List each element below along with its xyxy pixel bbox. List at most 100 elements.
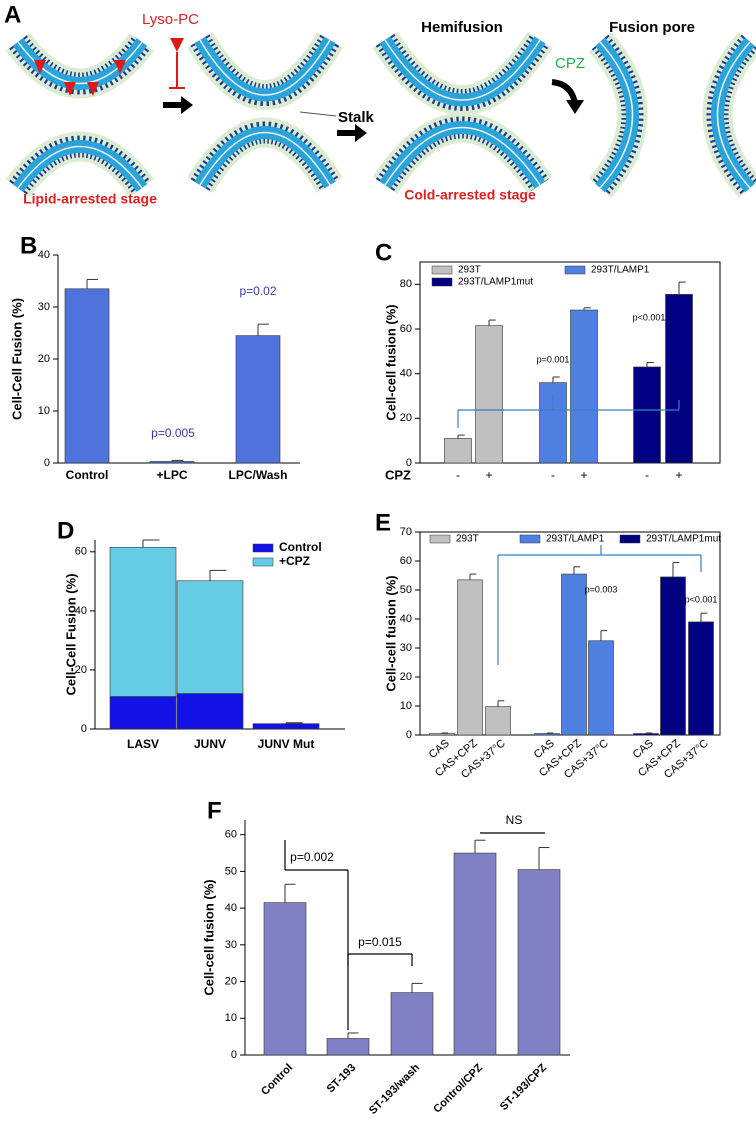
panel-letter: F: [207, 797, 222, 824]
label: CPZ: [555, 55, 585, 72]
bar: [485, 706, 511, 736]
bar: [453, 852, 497, 1056]
bar: [633, 733, 659, 736]
chart: C 0 20 40 60 80 Cell-cell fusion (%) CPZ - + - + - +2…: [375, 239, 721, 482]
y-tick-label: 0: [231, 1049, 237, 1061]
bar: [588, 640, 614, 736]
panel-letter: D: [57, 517, 74, 544]
chart: B 0 10 20 30 40 Cell-Cell Fusion (%) Control +LP…: [9, 232, 300, 482]
y-tick-label: 0: [81, 723, 87, 735]
bar: [660, 576, 686, 736]
bar: [109, 696, 177, 730]
x-tick-label: JUNV: [194, 737, 226, 751]
x-tick-label: -: [456, 468, 460, 482]
y-tick-label: 30: [400, 642, 412, 654]
lipid-triangle: [64, 82, 76, 96]
y-tick-label: 40: [75, 605, 87, 617]
y-tick-label: 50: [225, 865, 237, 877]
label: Fusion pore: [609, 19, 695, 36]
y-tick-label: 30: [38, 301, 50, 313]
x-tick-label: Control: [259, 1062, 295, 1098]
membrane-mid: [17, 145, 143, 189]
bar: [539, 382, 567, 464]
legend-label: 293T: [456, 534, 479, 545]
annotation: p=0.015: [358, 935, 402, 949]
y-tick-label: 60: [400, 555, 412, 567]
bar: [534, 733, 560, 736]
y-tick-label: 10: [225, 1012, 237, 1024]
bar: [390, 992, 434, 1056]
legend-label: 293T/LAMP1: [591, 265, 650, 276]
membrane-mid: [17, 41, 143, 85]
y-tick-label: 40: [400, 613, 412, 625]
y-tick-label: 60: [75, 546, 87, 558]
bar: [64, 288, 110, 464]
y-tick-label: 0: [406, 729, 412, 741]
y-tick-label: 80: [400, 278, 412, 290]
legend-swatch: [564, 265, 586, 275]
bar: [149, 461, 195, 464]
y-tick-label: 40: [400, 368, 412, 380]
bar: [176, 580, 244, 694]
arrow: [163, 96, 193, 114]
y-tick-label: 20: [400, 412, 412, 424]
annotation: p<0.001: [685, 594, 718, 604]
annotation: p=0.02: [239, 284, 276, 298]
x-tick-label: ST-193/CPZ: [498, 1061, 549, 1112]
stalk-pointer: [299, 111, 337, 117]
bar: [633, 366, 661, 464]
y-tick-label: 40: [225, 902, 237, 914]
y-tick-label: 50: [400, 584, 412, 596]
y-tick-label: 30: [225, 939, 237, 951]
legend-swatch: [252, 543, 274, 553]
x-axis-label: CPZ: [385, 467, 411, 482]
legend-label: 293T/LAMP1mut: [646, 534, 721, 545]
y-tick-label: 10: [400, 700, 412, 712]
panel-letter: E: [375, 509, 391, 536]
legend-label: Control: [279, 540, 322, 554]
bar: [570, 309, 598, 464]
plot-frame: [419, 261, 721, 464]
x-tick-label: LPC/Wash: [229, 468, 288, 482]
membrane-mid: [716, 41, 751, 189]
y-tick-label: 40: [38, 249, 50, 261]
lipid-triangle: [34, 60, 46, 74]
bar: [561, 573, 587, 736]
legend-label: 293T/LAMP1mut: [458, 277, 533, 288]
chart: D 0 20 40 60 Cell-Cell Fusion (%) LASV JUNV JUNV…: [57, 517, 345, 751]
bar: [457, 579, 483, 736]
membrane-mid: [384, 39, 541, 101]
x-tick-label: +: [580, 468, 587, 482]
bar: [252, 723, 320, 730]
x-tick-label: JUNV Mut: [258, 737, 315, 751]
x-tick-label: +: [485, 468, 492, 482]
x-tick-label: -: [645, 468, 649, 482]
chart: F 0 10 20 30 40 50 60 Cell-cell fusion (%) Contro…: [201, 797, 570, 1117]
lipid-triangle: [114, 60, 126, 74]
y-axis-label: Cell-cell fusion (%): [383, 575, 398, 691]
y-tick-label: 20: [75, 664, 87, 676]
legend-swatch: [619, 534, 641, 544]
bar: [444, 438, 472, 464]
y-axis-label: Cell-cell fusion (%): [201, 879, 216, 995]
y-tick-label: 60: [225, 829, 237, 841]
y-tick-label: 20: [400, 671, 412, 683]
annotation: p=0.003: [585, 584, 618, 594]
annotation: p=0.001: [537, 354, 570, 364]
panel-letter: C: [375, 239, 392, 266]
bar: [665, 294, 693, 464]
bar: [235, 335, 281, 464]
x-tick-label: Control: [66, 468, 109, 482]
y-tick-label: 20: [225, 975, 237, 987]
legend-swatch: [519, 534, 541, 544]
legend-label: 293T: [458, 265, 481, 276]
label: Lyso-PC: [142, 11, 199, 28]
x-tick-label: ST-193/wash: [367, 1062, 422, 1117]
bar: [326, 1038, 370, 1056]
annotation: p<0.001: [633, 312, 666, 322]
label: Hemifusion: [421, 19, 503, 36]
y-tick-label: 0: [406, 457, 412, 469]
legend-swatch: [431, 265, 453, 275]
